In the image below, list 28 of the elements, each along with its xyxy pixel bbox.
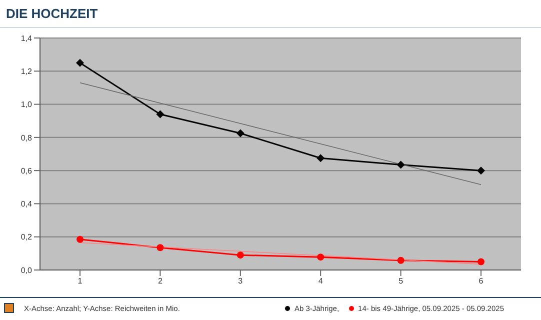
y-tick-label: 1,4 [20,34,33,43]
y-tick-label: 0,0 [20,266,33,275]
point [76,236,84,243]
y-tick-label: 0,6 [20,166,33,176]
point [236,252,244,259]
line-series [80,82,482,186]
x-tick-label: 1 [78,276,83,286]
x-tick-label: 2 [158,276,163,286]
y-tick-label: 0,8 [20,133,33,142]
point [156,110,164,118]
point [236,129,244,138]
y-tick-label: 1,2 [20,66,33,76]
x-tick-label: 3 [238,276,244,286]
x-tick-label: 6 [478,276,484,286]
point [477,166,485,175]
x-tick-label: 5 [398,276,404,286]
y-tick-label: 0,2 [20,232,33,242]
point [76,58,84,67]
point [317,254,324,261]
point [397,256,404,264]
y-tick-label: 1,0 [20,100,33,110]
point [316,154,325,162]
y-tick-label: 0,4 [20,200,33,209]
point [156,244,164,252]
x-tick-label: 4 [318,276,324,286]
point [396,160,405,169]
point [478,258,484,266]
chart-title: DIE HOCHZEIT [6,6,98,21]
